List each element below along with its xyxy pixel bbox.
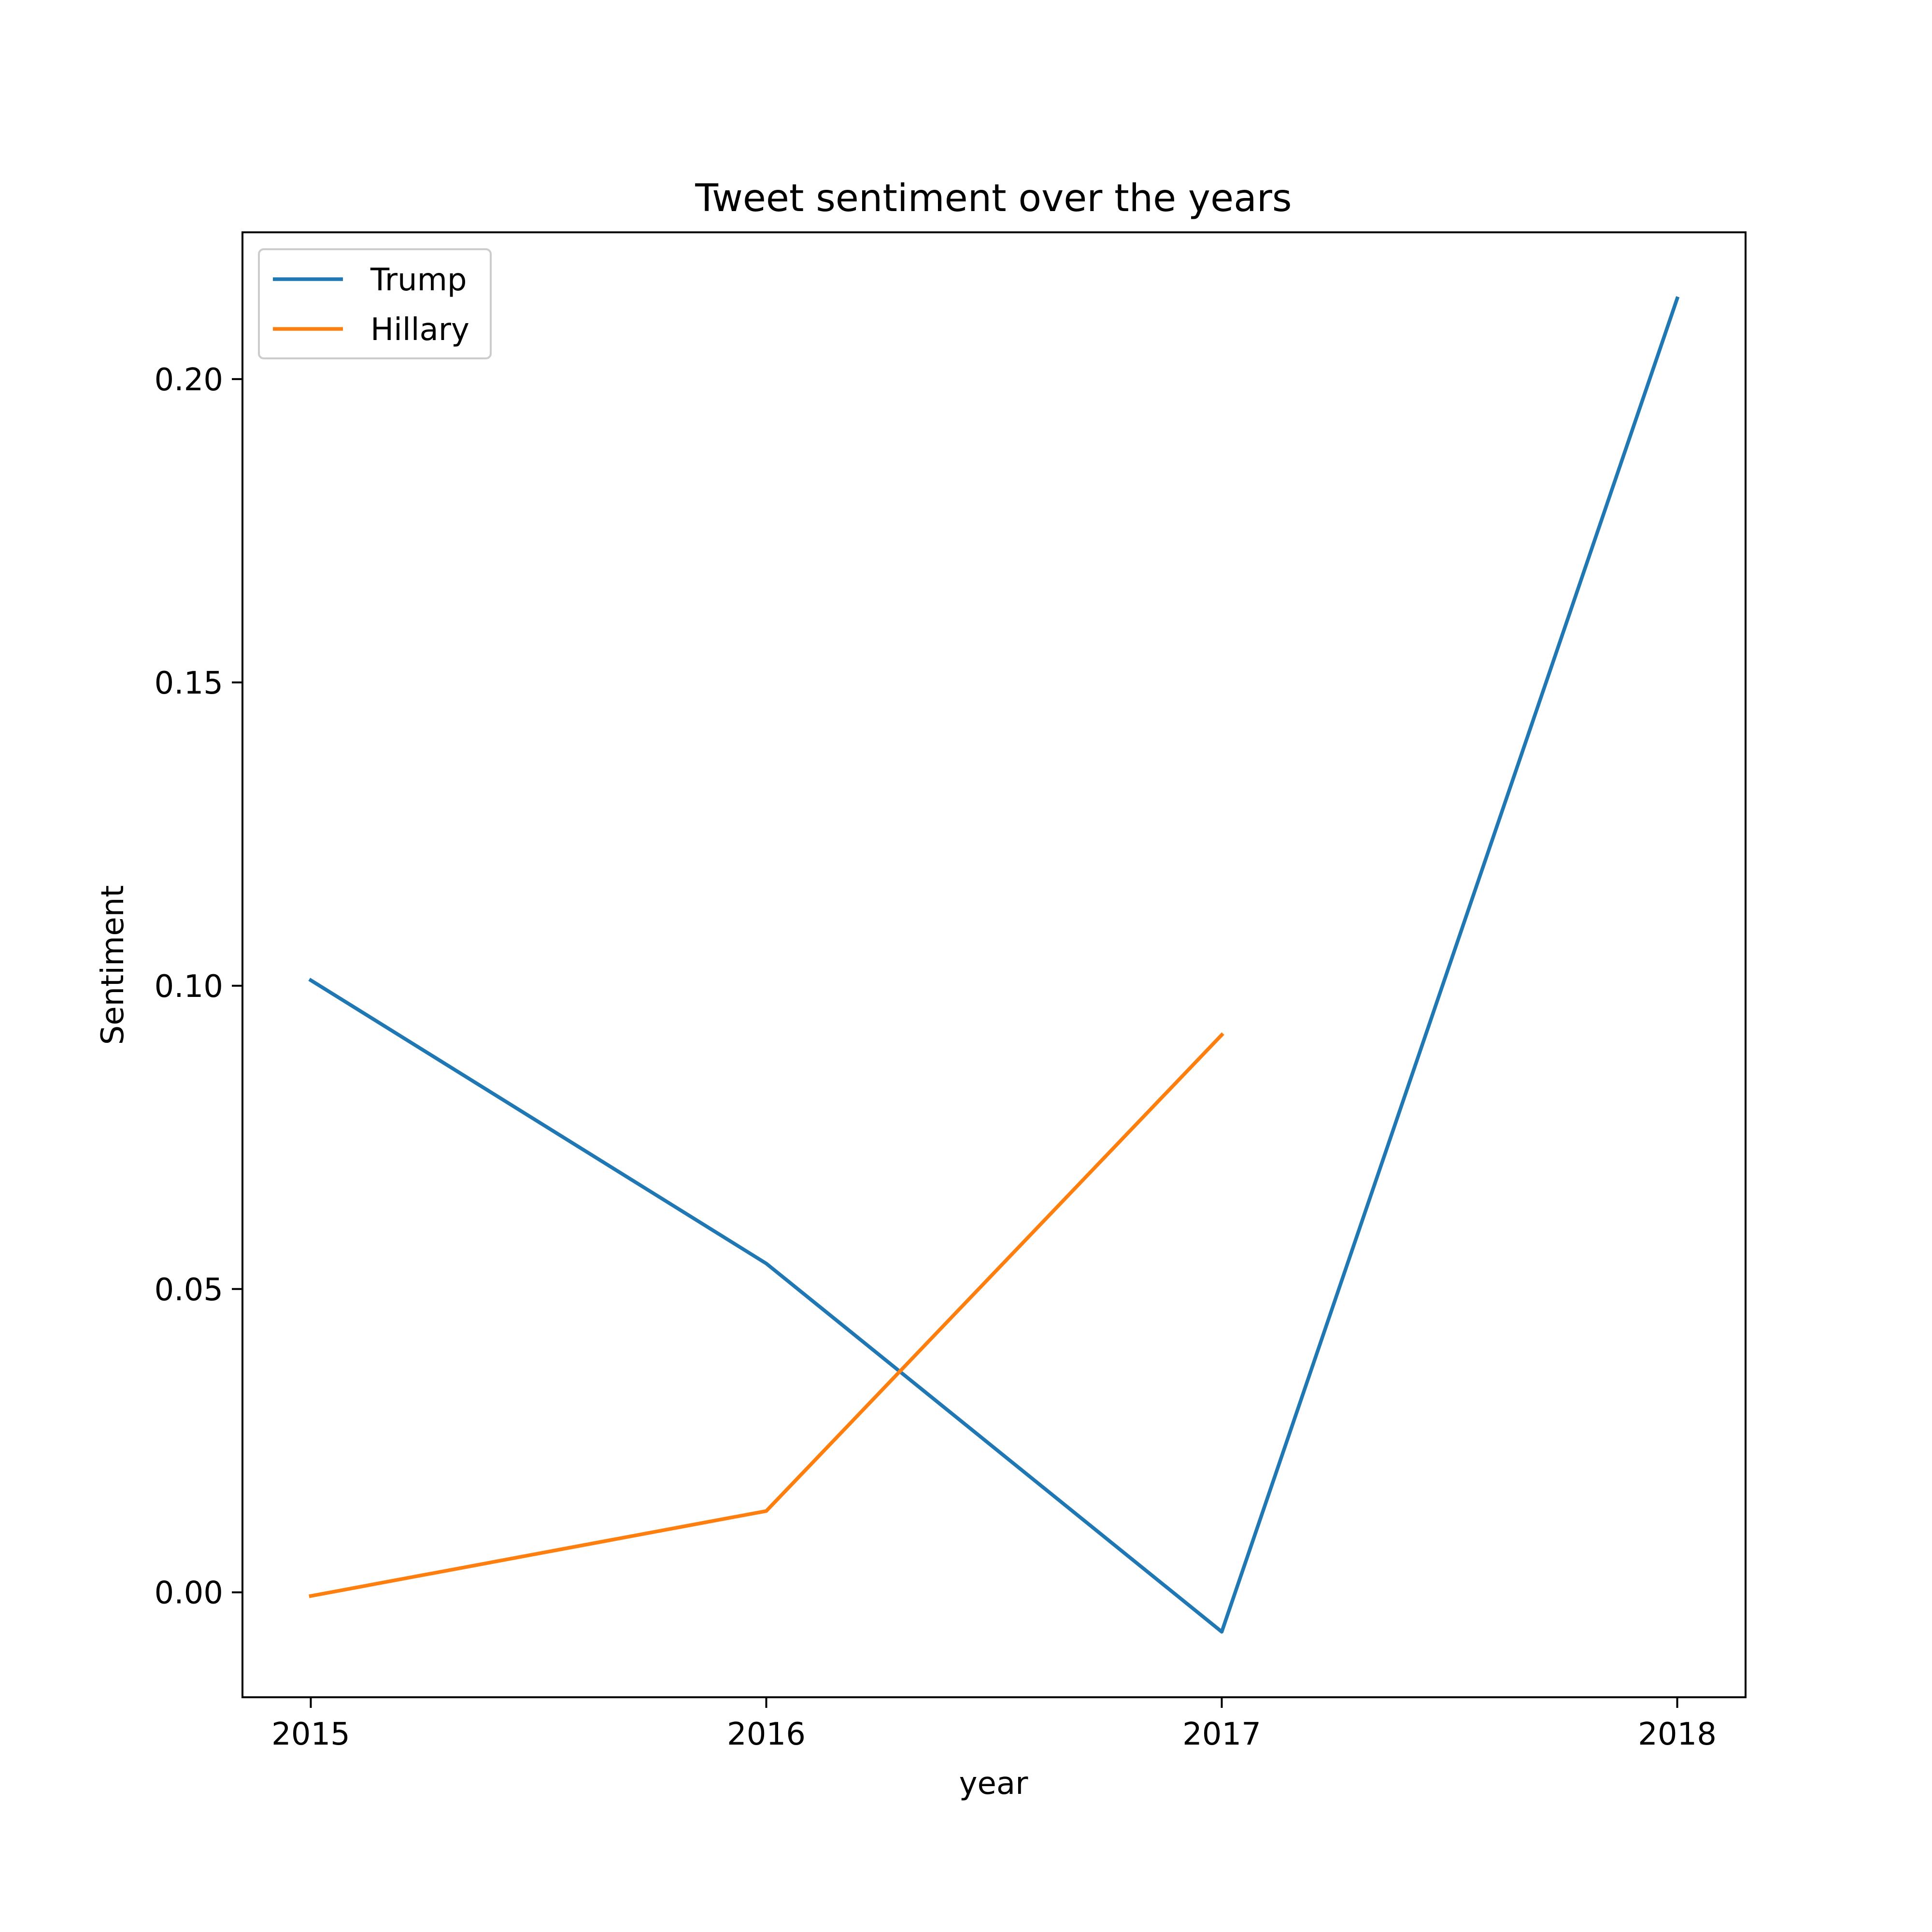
series-line-trump (308, 296, 1680, 1634)
x-tick-label: 2015 (271, 1717, 350, 1752)
legend-label-hillary: Hillary (370, 312, 469, 348)
x-axis-ticks: 2015 2016 2017 2018 (271, 1697, 1717, 1752)
legend-label-trump: Trump (370, 262, 467, 298)
series-layer (308, 296, 1680, 1634)
x-tick-label: 2017 (1182, 1717, 1261, 1752)
series-line-hillary (309, 1032, 1224, 1598)
y-axis-ticks: 0.00 0.05 0.10 0.15 0.20 (155, 362, 242, 1611)
x-tick-label: 2016 (727, 1717, 806, 1752)
legend: Trump Hillary (258, 248, 492, 359)
y-tick-label: 0.10 (155, 969, 224, 1005)
y-axis-label: Sentiment (95, 885, 131, 1045)
legend-frame (258, 248, 492, 359)
y-tick-label: 0.00 (155, 1576, 224, 1611)
y-tick-label: 0.20 (155, 362, 224, 398)
x-axis-label: year (959, 1766, 1028, 1802)
x-tick-label: 2018 (1638, 1717, 1717, 1752)
chart-title: Tweet sentiment over the years (695, 177, 1292, 220)
y-tick-label: 0.05 (155, 1272, 224, 1308)
plot-area-frame (242, 231, 1747, 1698)
y-tick-label: 0.15 (155, 666, 224, 701)
